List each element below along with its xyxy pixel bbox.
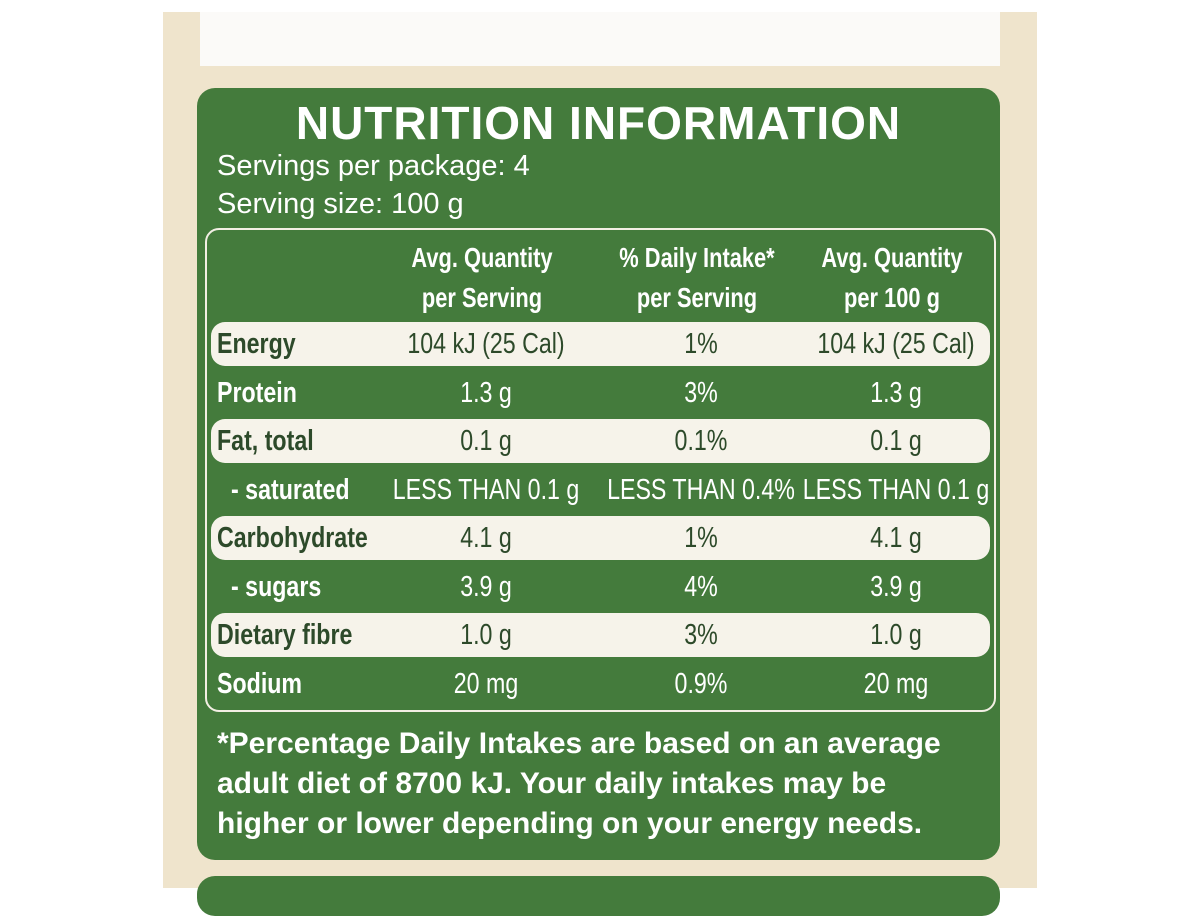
row-label: - saturated (231, 473, 350, 506)
cell-value: 3.9 g (460, 570, 512, 603)
cell-value: 1.0 g (460, 619, 512, 651)
cell-value: LESS THAN 0.1 g (802, 473, 990, 506)
cell-value: 20 mg (453, 667, 519, 700)
row-label: Dietary fibre (217, 619, 353, 651)
cell-value: 3% (684, 619, 718, 651)
cell-value: 104 kJ (25 Cal) (817, 328, 975, 360)
row-label: Carbohydrate (217, 522, 368, 554)
title: NUTRITION INFORMATION (295, 97, 902, 149)
cell-value: 20 mg (863, 667, 929, 700)
cell-value: 3.9 g (870, 570, 922, 603)
footnote-line: *Percentage Daily Intakes are based on a… (217, 727, 941, 760)
table-row: Carbohydrate 4.1 g 1% 4.1 g (211, 516, 990, 560)
table-row: Dietary fibre 1.0 g 3% 1.0 g (211, 613, 990, 657)
cell-value: 0.1 g (460, 425, 512, 457)
cell-value: 1% (684, 328, 718, 360)
cell-value: 3% (684, 376, 718, 409)
cell-value: LESS THAN 0.4% (607, 473, 795, 506)
servings: Servings per package: 4 (217, 150, 530, 182)
nutrition-table: Avg. Quantity per Serving % Daily Intake* p… (205, 228, 996, 712)
footnote: *Percentage Daily Intakes are based on a… (217, 724, 941, 844)
column-header-line: per 100 g (844, 282, 940, 313)
footnote-line: higher or lower depending on your energy… (217, 807, 923, 840)
table-row: - sugars 3.9 g 4% 3.9 g (211, 565, 990, 609)
serving-size: Serving size: 100 g (217, 188, 464, 220)
column-header-line: Avg. Quantity (821, 242, 963, 273)
row-label: - sugars (231, 570, 322, 603)
cell-value: 0.9% (674, 667, 728, 700)
column-header: % Daily Intake* per Serving (611, 238, 783, 318)
table-row: - saturated LESS THAN 0.1 g LESS THAN 0.4%… (211, 468, 990, 512)
column-header: Avg. Quantity per Serving (396, 238, 568, 318)
row-label: Fat, total (217, 425, 314, 457)
cell-value: 1.3 g (870, 376, 922, 409)
row-label: Sodium (217, 667, 303, 700)
bottom-panel (197, 876, 1000, 916)
cell-value: 1.3 g (460, 376, 512, 409)
cell-value: 0.1% (674, 425, 728, 457)
cell-value: 1% (684, 522, 718, 554)
table-row: Energy 104 kJ (25 Cal) 1% 104 kJ (25 Cal) (211, 322, 990, 366)
row-label: Protein (217, 376, 297, 409)
table-row: Fat, total 0.1 g 0.1% 0.1 g (211, 419, 990, 463)
cell-value: 4% (684, 570, 718, 603)
nutrition-panel: NUTRITION INFORMATION Servings per packa… (197, 88, 1000, 860)
cell-value: 104 kJ (25 Cal) (407, 328, 565, 360)
table-row: Sodium 20 mg 0.9% 20 mg (211, 662, 990, 706)
column-header-line: Avg. Quantity (411, 242, 553, 273)
column-header-line: per Serving (636, 282, 758, 313)
top-label (200, 12, 1000, 66)
row-label: Energy (217, 328, 296, 360)
column-header-line: % Daily Intake* (619, 242, 775, 273)
cell-value: 1.0 g (870, 619, 922, 651)
column-header-line: per Serving (421, 282, 543, 313)
cell-value: 0.1 g (870, 425, 922, 457)
cell-value: 4.1 g (870, 522, 922, 554)
table-row: Protein 1.3 g 3% 1.3 g (211, 371, 990, 415)
column-header: Avg. Quantity per 100 g (806, 238, 978, 318)
cell-value: LESS THAN 0.1 g (392, 473, 580, 506)
cell-value: 4.1 g (460, 522, 512, 554)
footnote-line: adult diet of 8700 kJ. Your daily intake… (217, 767, 887, 800)
